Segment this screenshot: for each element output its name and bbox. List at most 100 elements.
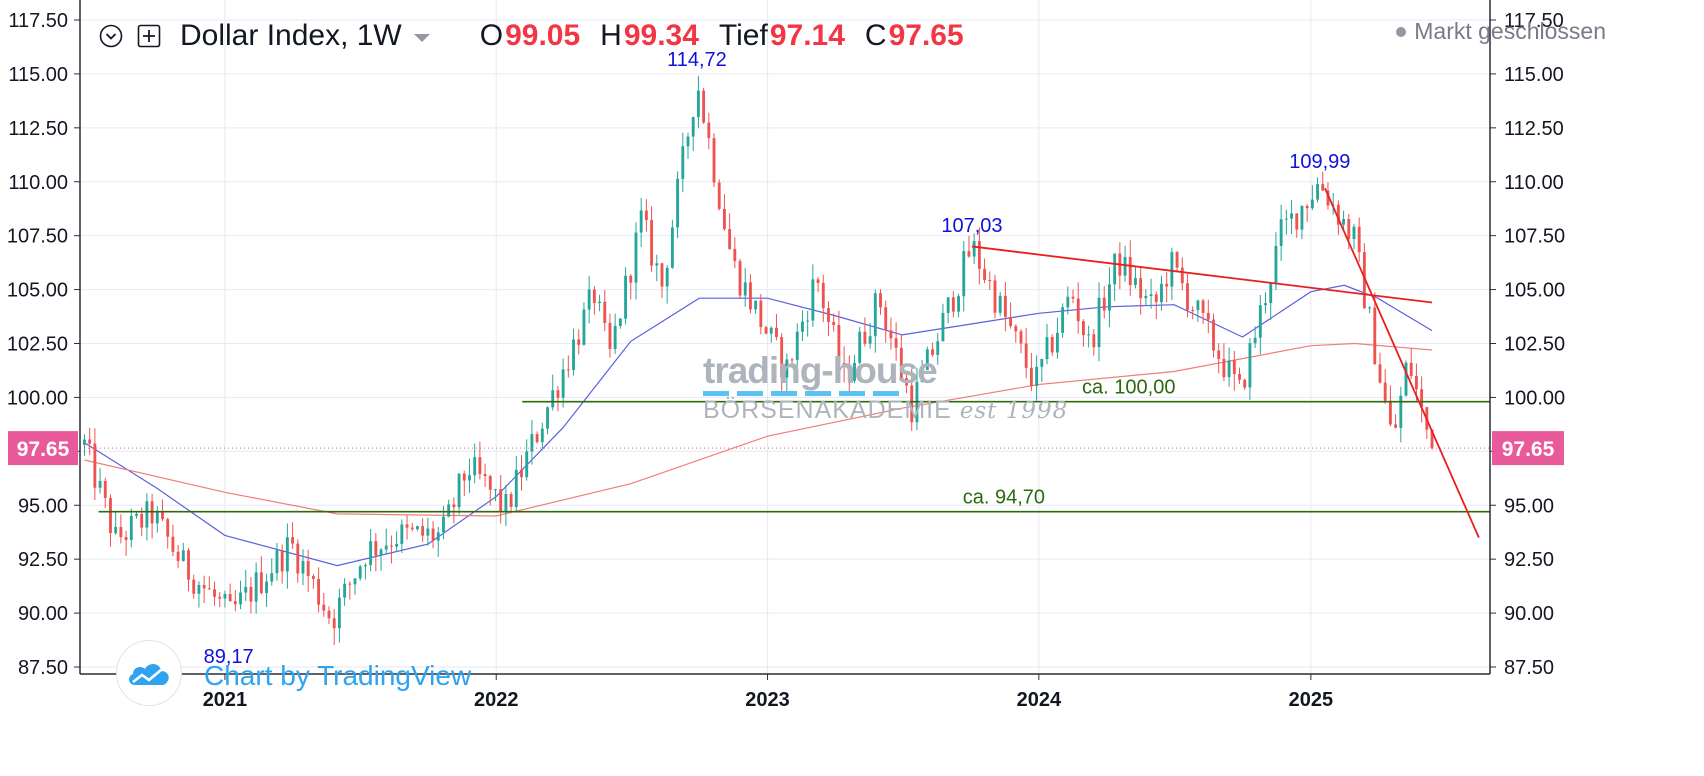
candle-body	[233, 601, 237, 605]
symbol-title[interactable]: Dollar Index, 1W	[180, 19, 402, 52]
candle	[920, 359, 924, 383]
candle	[572, 328, 575, 376]
candle	[863, 317, 867, 347]
candle	[957, 293, 960, 318]
tradingview-credit[interactable]: Chart by TradingView	[204, 660, 472, 691]
candle-body	[447, 504, 451, 517]
candle-body	[561, 369, 565, 398]
candle-body	[608, 322, 612, 349]
candle	[977, 227, 981, 285]
candle-body	[140, 513, 144, 528]
candle	[270, 558, 274, 586]
candle	[1123, 245, 1127, 282]
candle-body	[1113, 253, 1117, 285]
candle	[993, 274, 997, 319]
candle	[1165, 272, 1169, 303]
candle	[1014, 324, 1018, 343]
candle	[832, 313, 836, 332]
candle-body	[925, 349, 929, 371]
add-symbol-plus-icon[interactable]	[136, 23, 162, 49]
candle-body	[780, 336, 784, 378]
candle-body	[187, 550, 190, 580]
candle	[98, 468, 102, 494]
candle-body	[1206, 312, 1210, 320]
candle-body	[374, 541, 378, 556]
candle-body	[858, 331, 862, 363]
y-tick-label-right: 115.00	[1504, 64, 1564, 86]
candle-body	[941, 312, 945, 342]
candle	[405, 515, 409, 540]
candle-body	[603, 301, 607, 323]
candle-body	[1290, 213, 1293, 219]
candle	[759, 294, 763, 335]
candle-body	[259, 572, 263, 594]
candle-body	[249, 586, 253, 602]
candle	[1394, 414, 1398, 429]
collapse-chevron-icon[interactable]	[98, 23, 124, 49]
candle	[171, 524, 175, 557]
candle-body	[587, 289, 591, 310]
candle-body	[977, 241, 981, 269]
y-tick-label-left: 87.50	[18, 657, 68, 679]
candle	[301, 549, 305, 586]
tradingview-cloud-icon[interactable]	[116, 640, 182, 706]
candle	[967, 235, 971, 258]
candle	[1081, 319, 1085, 347]
candle-body	[171, 536, 175, 552]
candle-body	[457, 473, 461, 508]
candle-body	[707, 122, 711, 139]
candle-body	[681, 146, 685, 179]
candle-body	[332, 618, 336, 629]
candle	[676, 171, 680, 239]
candle-body	[1232, 360, 1236, 374]
interval-dropdown-icon[interactable]	[413, 34, 430, 42]
candle-body	[395, 543, 399, 547]
candle	[983, 258, 987, 284]
y-tick-label-right: 90.00	[1504, 603, 1554, 625]
candle	[910, 368, 914, 432]
candle-body	[426, 528, 430, 536]
candle	[941, 303, 945, 342]
y-tick-label-right: 105.00	[1504, 280, 1565, 302]
candle-body	[1149, 294, 1153, 297]
candle	[410, 522, 414, 532]
candle-body	[1102, 297, 1106, 311]
candle	[249, 577, 253, 614]
candle-body	[1253, 337, 1257, 344]
candle	[124, 530, 128, 556]
tradingview-watermark[interactable]: Chart by TradingView	[116, 640, 471, 706]
candle	[265, 573, 268, 607]
candle	[691, 116, 695, 152]
y-tick-label-left: 112.50	[8, 118, 68, 140]
candle-body	[1081, 321, 1085, 336]
candle-body	[202, 585, 206, 589]
candle-body	[1394, 424, 1398, 428]
candle	[613, 313, 617, 354]
candle	[931, 342, 934, 357]
candle-body	[551, 390, 555, 408]
candle	[842, 346, 846, 383]
candle-body	[696, 90, 700, 118]
candle	[447, 499, 451, 518]
candle-body	[1264, 303, 1267, 306]
candle	[577, 329, 581, 355]
x-tick-label: 2021	[203, 689, 248, 711]
candle-body	[868, 336, 872, 344]
candle-body	[1269, 282, 1273, 304]
candle-body	[624, 275, 627, 319]
candle	[197, 581, 201, 608]
candle-body	[535, 434, 539, 443]
candle	[291, 522, 295, 549]
candle	[223, 590, 227, 608]
candle-body	[431, 528, 435, 541]
candle	[509, 491, 513, 511]
candle-body	[1108, 284, 1111, 311]
candle-body	[764, 327, 768, 334]
candle-body	[1201, 300, 1205, 313]
y-tick-label-right: 95.00	[1504, 495, 1554, 517]
candle-body	[155, 511, 159, 524]
candle	[889, 317, 893, 350]
candle-body	[98, 481, 102, 488]
candle-body	[1316, 184, 1319, 200]
